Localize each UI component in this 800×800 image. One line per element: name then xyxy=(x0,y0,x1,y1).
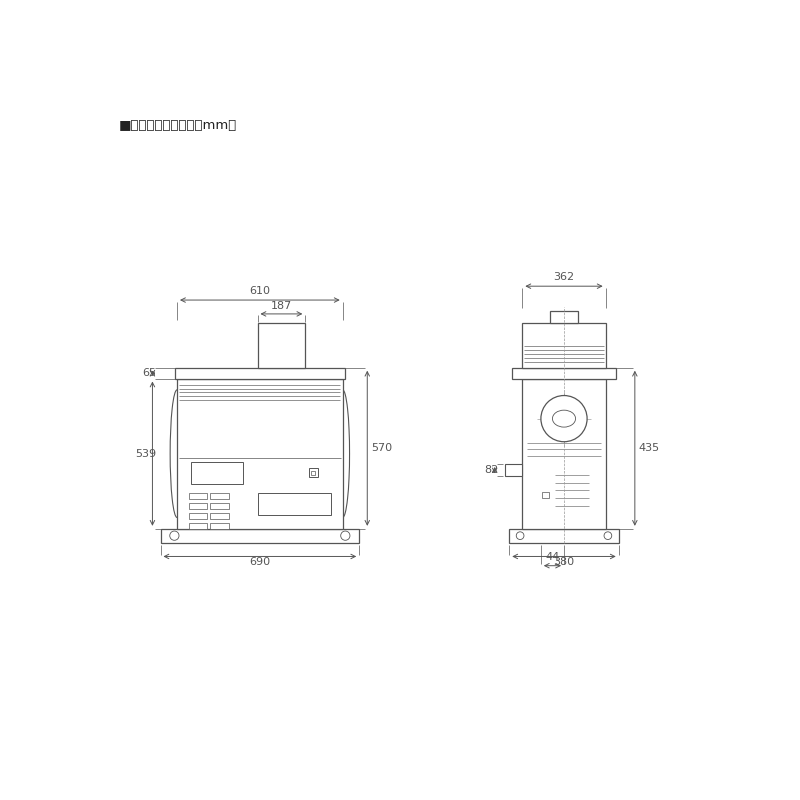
Bar xyxy=(550,311,578,323)
Text: 187: 187 xyxy=(270,301,292,311)
Bar xyxy=(258,323,306,368)
Circle shape xyxy=(341,531,350,540)
Text: ■外形寸法図【単位：mm】: ■外形寸法図【単位：mm】 xyxy=(119,118,237,132)
Bar xyxy=(189,513,207,519)
Ellipse shape xyxy=(553,410,575,427)
Bar xyxy=(175,368,345,378)
Circle shape xyxy=(604,532,612,539)
Text: 539: 539 xyxy=(135,449,156,458)
Bar xyxy=(542,492,549,498)
Circle shape xyxy=(516,532,524,539)
Text: 44: 44 xyxy=(546,552,559,562)
Bar xyxy=(258,493,331,515)
Text: 65: 65 xyxy=(142,368,156,378)
Bar xyxy=(210,523,229,529)
Bar xyxy=(210,503,229,509)
Bar xyxy=(522,323,606,368)
Bar xyxy=(161,529,359,542)
Bar xyxy=(309,468,318,478)
Bar xyxy=(210,493,229,499)
Text: 435: 435 xyxy=(638,443,660,454)
Bar xyxy=(177,378,342,529)
Circle shape xyxy=(541,395,587,442)
Text: 610: 610 xyxy=(250,286,270,296)
Bar xyxy=(512,368,616,378)
Text: 570: 570 xyxy=(371,443,392,454)
Bar xyxy=(191,462,242,483)
Bar xyxy=(189,503,207,509)
Bar xyxy=(506,464,522,476)
Text: 82: 82 xyxy=(484,466,498,475)
Bar xyxy=(189,493,207,499)
Bar xyxy=(510,529,618,542)
Text: 690: 690 xyxy=(250,558,270,567)
Bar xyxy=(522,378,606,529)
Bar xyxy=(189,523,207,529)
Circle shape xyxy=(170,531,179,540)
Bar xyxy=(210,513,229,519)
Text: 380: 380 xyxy=(554,558,574,567)
Bar xyxy=(311,471,315,474)
Text: 362: 362 xyxy=(554,272,574,282)
